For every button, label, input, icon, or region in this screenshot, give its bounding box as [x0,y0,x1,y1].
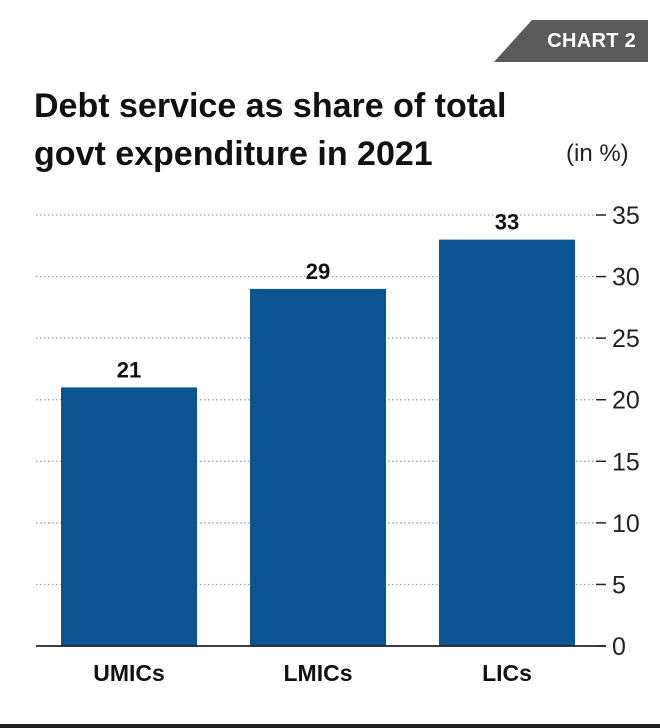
y-tick-label-30: 30 [612,264,640,292]
y-tick-label-20: 20 [612,387,640,415]
category-label-umics: UMICs [93,660,165,686]
y-tick-label-15: 15 [612,448,640,476]
chart-title: Debt service as share of total govt expe… [34,82,594,178]
category-label-lics: LICs [482,660,532,686]
y-tick-label-35: 35 [612,202,640,230]
y-tick-label-0: 0 [612,633,626,661]
chart-title-line-2: govt expenditure in 2021 [34,135,433,173]
y-tick-label-25: 25 [612,325,640,353]
chart-tag: CHART 2 [494,20,648,62]
bar-lmics [250,288,386,646]
category-label-lmics: LMICs [284,660,353,686]
y-tick-label-5: 5 [612,571,626,599]
bar-umics [61,387,197,646]
chart-title-line-1: Debt service as share of total [34,87,507,125]
y-tick-label-10: 10 [612,510,640,538]
data-label-umics: 21 [117,357,141,382]
data-label-lics: 33 [495,210,519,235]
chart-tag-label: CHART 2 [547,30,636,52]
bottom-rule [0,724,660,728]
bar-lics [439,239,575,646]
data-label-lmics: 29 [306,259,330,284]
unit-label: (in %) [566,140,629,167]
